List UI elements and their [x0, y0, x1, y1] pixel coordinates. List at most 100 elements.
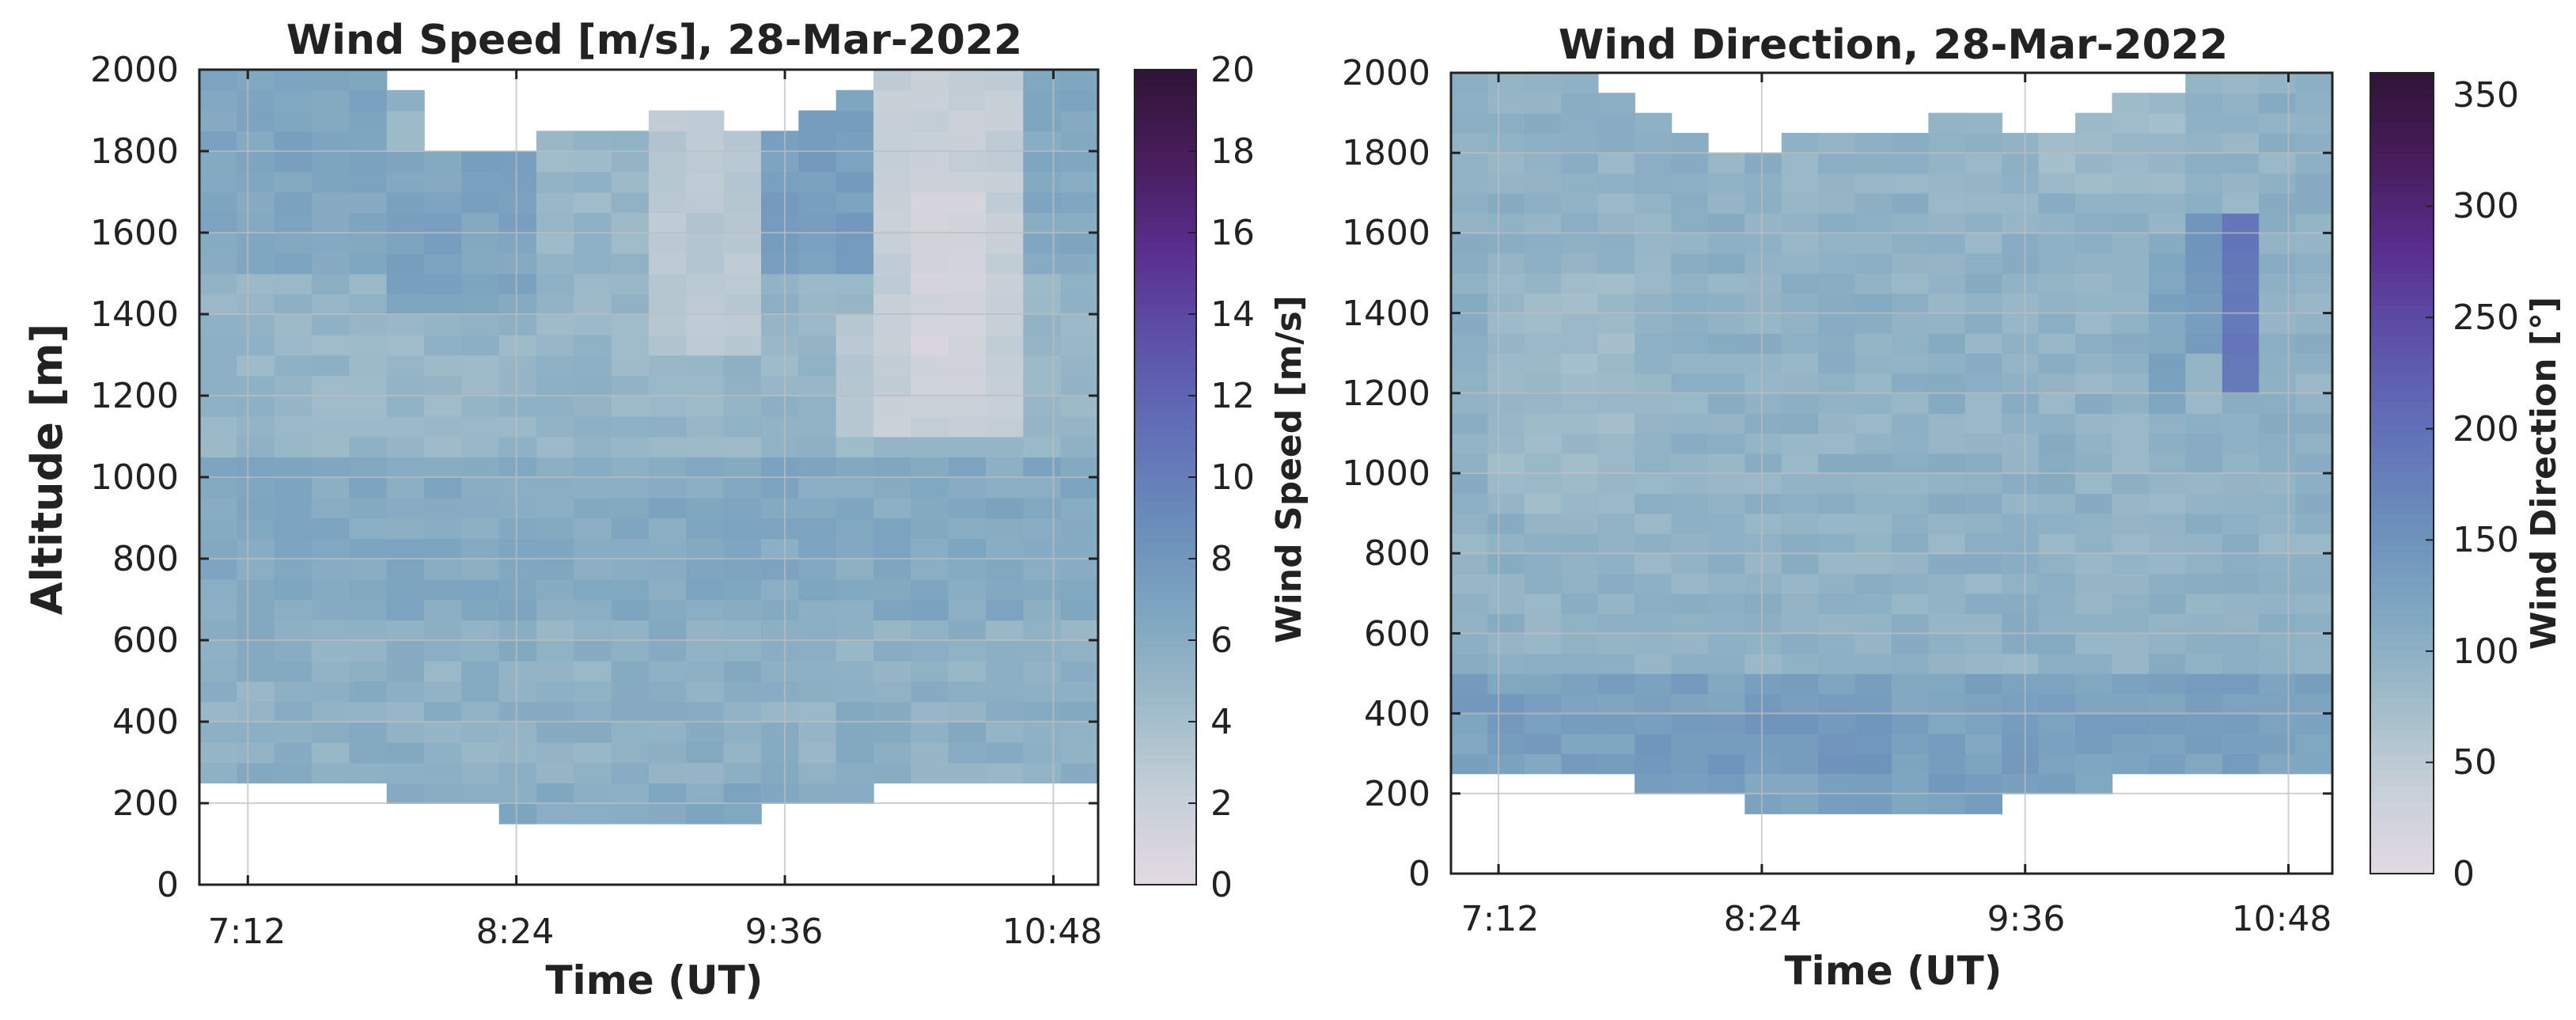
heatmap-cell: [349, 538, 388, 559]
colorbar-strip: [2370, 281, 2434, 290]
heatmap-cell: [761, 252, 800, 275]
heatmap-cell: [2075, 453, 2113, 474]
ws-cb-label-7: 14: [1210, 294, 1255, 335]
heatmap-cell: [986, 355, 1025, 377]
colorbar-strip: [1135, 738, 1196, 747]
heatmap-cell: [986, 497, 1025, 519]
heatmap-cell: [1451, 313, 1489, 334]
heatmap-cell: [798, 620, 837, 641]
heatmap-cell: [2038, 473, 2076, 495]
heatmap-cell: [424, 640, 463, 662]
heatmap-cell: [1707, 693, 1746, 715]
heatmap-cell: [1781, 593, 1819, 614]
heatmap-cell: [948, 477, 987, 499]
heatmap-cell: [199, 131, 238, 152]
heatmap-cell: [1524, 733, 1562, 754]
heatmap-cell: [1635, 293, 1673, 314]
heatmap-cell: [498, 538, 537, 559]
heatmap-cell: [386, 396, 425, 417]
heatmap-cell: [2038, 753, 2076, 775]
heatmap-cell: [798, 578, 837, 601]
heatmap-cell: [1964, 613, 2002, 635]
heatmap-cell: [911, 457, 949, 478]
colorbar-strip: [2370, 681, 2434, 691]
colorbar-strip: [1135, 794, 1196, 804]
heatmap-cell: [461, 783, 500, 804]
heatmap-cell: [1635, 753, 1673, 775]
heatmap-cell: [1854, 773, 1892, 794]
heatmap-cell: [1892, 353, 1930, 374]
colorbar-strip: [1135, 78, 1196, 87]
colorbar-strip: [2370, 505, 2434, 514]
heatmap-cell: [2295, 533, 2333, 554]
heatmap-cell: [1671, 533, 1709, 554]
heatmap-cell: [911, 701, 949, 722]
heatmap-cell: [424, 457, 463, 478]
heatmap-cell: [1744, 533, 1782, 554]
heatmap-cell: [2259, 533, 2297, 554]
heatmap-cell: [424, 620, 463, 641]
heatmap-cell: [2295, 473, 2333, 495]
heatmap-cell: [1023, 191, 1062, 214]
heatmap-cell: [2112, 192, 2150, 214]
heatmap-cell: [611, 151, 650, 173]
colorbar-strip: [2370, 369, 2434, 378]
heatmap-cell: [1060, 314, 1099, 336]
heatmap-cell: [498, 762, 537, 784]
heatmap-cell: [2112, 353, 2150, 374]
heatmap-cell: [386, 660, 425, 682]
heatmap-cell: [1964, 373, 2002, 394]
heatmap-cell: [1060, 722, 1099, 743]
heatmap-cell: [1597, 533, 1635, 554]
heatmap-cell: [948, 559, 987, 580]
heatmap-cell: [1023, 722, 1062, 743]
heatmap-cell: [498, 355, 537, 377]
colorbar-strip: [2370, 361, 2434, 370]
heatmap-cell: [1928, 233, 1966, 254]
colorbar-strip: [2370, 801, 2434, 810]
heatmap-cell: [2038, 252, 2076, 274]
colorbar-strip: [1135, 525, 1196, 535]
heatmap-cell: [2222, 433, 2260, 454]
heatmap-cell: [2185, 553, 2223, 574]
heatmap-cell: [237, 701, 275, 722]
heatmap-cell: [2112, 713, 2150, 734]
heatmap-cell: [1928, 453, 1966, 474]
heatmap-cell: [986, 415, 1025, 438]
ws-ytick-label-9: 1800: [90, 131, 179, 172]
heatmap-cell: [1597, 573, 1635, 594]
heatmap-cell: [1671, 693, 1709, 715]
heatmap-cell: [649, 396, 688, 417]
heatmap-cell: [1892, 593, 1930, 614]
heatmap-cell: [1597, 413, 1635, 434]
heatmap-cell: [1635, 473, 1673, 495]
heatmap-cell: [274, 233, 313, 254]
heatmap-cell: [274, 273, 313, 295]
heatmap-cell: [1744, 733, 1782, 754]
heatmap-cell: [274, 762, 313, 784]
heatmap-cell: [424, 497, 463, 519]
colorbar-strip: [1135, 779, 1196, 788]
heatmap-cell: [1781, 533, 1819, 554]
heatmap-cell: [1451, 513, 1489, 534]
heatmap-cell: [237, 762, 275, 784]
heatmap-cell: [2259, 192, 2297, 214]
heatmap-cell: [199, 640, 238, 662]
heatmap-cell: [1854, 653, 1892, 674]
colorbar-strip: [1135, 730, 1196, 739]
heatmap-cell: [2075, 173, 2113, 194]
colorbar-strip: [1135, 362, 1196, 372]
heatmap-cell: [611, 396, 650, 417]
heatmap-cell: [574, 151, 612, 173]
heatmap-cell: [349, 518, 388, 540]
colorbar-strip: [2370, 400, 2434, 410]
heatmap-cell: [986, 273, 1025, 295]
heatmap-cell: [1964, 733, 2002, 754]
heatmap-cell: [498, 334, 537, 356]
heatmap-cell: [312, 538, 350, 559]
heatmap-cell: [461, 457, 500, 478]
ws-xtick-label-1: 8:24: [476, 912, 555, 952]
heatmap-cell: [536, 233, 575, 254]
heatmap-cell: [686, 620, 725, 641]
heatmap-cell: [686, 518, 725, 540]
